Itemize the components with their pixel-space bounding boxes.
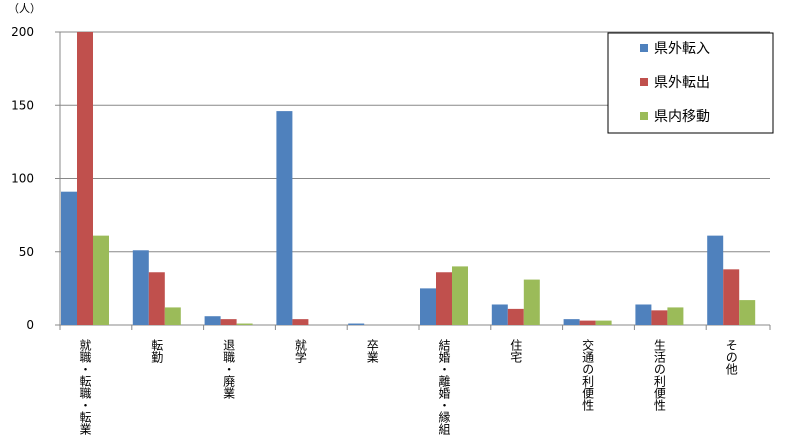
bar xyxy=(595,320,612,325)
bar xyxy=(276,111,293,325)
legend-swatch xyxy=(640,78,648,86)
legend-swatch xyxy=(640,44,648,52)
bar xyxy=(491,304,508,325)
bar xyxy=(651,310,668,325)
bar xyxy=(61,191,77,325)
unit-label: （人） xyxy=(8,2,41,15)
bar xyxy=(579,320,596,325)
bar xyxy=(348,323,365,325)
bar xyxy=(507,308,524,325)
legend-label: 県外転出 xyxy=(654,75,710,91)
bar xyxy=(93,235,109,325)
bar xyxy=(635,304,652,325)
y-tick-label: 150 xyxy=(11,98,34,112)
bar xyxy=(77,32,93,325)
x-tick-label: 就職・転職・転業 xyxy=(78,339,92,435)
bar xyxy=(523,279,540,325)
x-tick-label: 交通の利便性 xyxy=(581,338,595,412)
x-tick-label: 卒業 xyxy=(365,339,379,363)
x-tick-label: その他 xyxy=(724,339,738,375)
bar xyxy=(132,250,149,325)
legend-swatch xyxy=(640,112,648,120)
bar xyxy=(707,235,724,325)
bar xyxy=(292,319,309,325)
y-tick-label: 200 xyxy=(11,25,34,39)
x-tick-label: 住宅 xyxy=(509,339,523,363)
y-tick-label: 50 xyxy=(19,245,34,259)
y-tick-label: 0 xyxy=(26,318,34,332)
x-tick-label: 生活の利便性 xyxy=(652,339,666,412)
x-tick-label: 退職・廃業 xyxy=(222,339,236,399)
bar xyxy=(220,319,237,325)
bar xyxy=(436,272,452,325)
bar xyxy=(563,319,580,325)
legend-label: 県内移動 xyxy=(654,109,710,125)
y-tick-label: 100 xyxy=(11,172,34,186)
legend-box xyxy=(607,32,774,134)
bar xyxy=(723,269,740,325)
bar xyxy=(739,300,756,325)
x-tick-label: 転勤 xyxy=(150,339,164,363)
x-tick-label: 結婚・離婚・縁組 xyxy=(437,339,451,435)
bar xyxy=(148,272,165,325)
bar xyxy=(236,323,253,325)
bar xyxy=(452,266,468,325)
bar xyxy=(204,316,221,325)
legend-label: 県外転入 xyxy=(654,41,710,57)
bar xyxy=(420,288,436,325)
bar xyxy=(164,307,181,325)
bar xyxy=(667,307,684,325)
x-tick-label: 就学 xyxy=(293,339,307,363)
